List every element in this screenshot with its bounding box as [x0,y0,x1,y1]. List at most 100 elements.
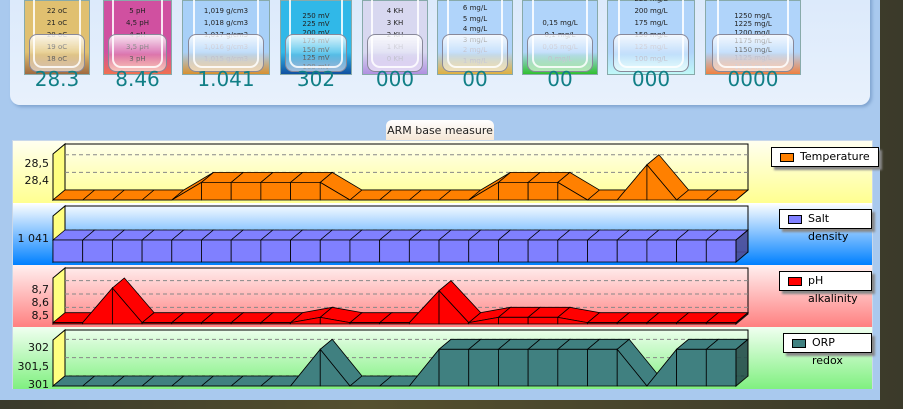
gauge-value-kh: 000 [375,67,415,91]
plot-back-wall [64,267,749,315]
chart-panel: 28,5 28,4 Temperature 1 041 Salt density 8,7 8… [12,140,879,391]
legend-swatch [780,153,794,162]
area-front-segment [408,289,440,325]
area-end-cap [735,338,749,388]
area-front-segment [646,163,678,201]
gauge-value-mg3: 000 [631,67,671,91]
legend-item: ORP redox [783,333,872,367]
legend-label: pH alkalinity [808,274,858,305]
area-front-segment [527,316,559,325]
y-tick-label: 28,4 [24,174,50,188]
gauge-level-glass [711,34,795,72]
area-front-segment [705,239,737,263]
area-front-segment [587,239,618,263]
gauge-scale-label: 3 KH [386,19,404,27]
legend-label: ORP redox [812,336,843,367]
gauge-scale-label: 21 oC [46,19,68,27]
gauge-level-glass [28,34,86,72]
area-front-segment [201,239,232,263]
area-front-segment [676,322,707,325]
gauge-scale-label: 5 mg/L [462,14,488,23]
area-front-segment [705,348,737,387]
area-front-segment [498,239,529,263]
area-front-segment [408,348,440,387]
area-front-segment [319,239,351,263]
legend-swatch [788,215,802,224]
gauge-scale-label: 4,5 pH [125,19,150,27]
area-front-segment [557,181,589,201]
area-front-segment [498,348,529,387]
area-front-segment [498,182,529,201]
area-end-cap [735,228,749,264]
area-front-segment [141,322,173,325]
gauge-value-salt: 1.041 [197,67,255,91]
area-front-segment [289,348,321,387]
area-front-segment [616,348,648,387]
y-tick-label: 28,5 [24,156,50,170]
area-front-segment [468,348,499,387]
gauge-level-glass [188,34,264,72]
gauge-scale-label: 175 mg/L [634,19,668,27]
area-front-segment [705,322,737,325]
gauge-scale-label: 6 mg/L [462,4,488,12]
gauge-scale-label: 225 mV [302,20,330,28]
gauge-value-mg4: 0000 [727,67,779,91]
area-front-segment [290,182,321,201]
gauge-level-glass [366,34,424,72]
gauge-kh: 4 KH3 KH2 KH1 KH0 KH [362,0,428,75]
gauge-scale-label: 225 mg/L [608,0,694,3]
chart-temperature: 28,5 28,4 Temperature [13,141,879,203]
gauge-scale-label: 22 oC [46,7,68,15]
area-front-segment [557,239,588,263]
gauge-scale-label: 1200 mg/L [734,28,772,37]
gauge-scale-label: 200 mV [302,28,330,37]
y-tick-label: 8,7 [31,282,50,296]
area-front-segment [438,239,470,263]
gauge-scale-label: 0,15 mg/L [542,19,578,27]
y-tick-label: 301 [28,378,49,391]
gauge-level-glass [613,34,689,72]
legend-item: Temperature [771,147,879,167]
area-front-segment [82,286,113,325]
tab-arm-base-measure[interactable]: ARM base measure [386,120,494,140]
area-front-segment [379,322,410,325]
area-front-segment [616,322,648,325]
gauge-level-glass [285,34,347,72]
area-front-segment [319,181,352,201]
y-tick-label: 8,6 [31,296,50,309]
y-tick-label: 301,5 [17,359,50,373]
area-front-segment [111,239,143,263]
area-front-segment [676,348,707,387]
gauge-mg2: 0,15 mg/L0,1 mg/L0,05 mg/L0 mg/L [522,0,598,75]
area-front-segment [290,239,321,263]
legend-label: Salt density [808,212,849,243]
gauge-scale-label: 1,018 g/cm3 [203,19,249,27]
area-front-segment [349,322,381,325]
gauge-level-glass [442,34,508,72]
y-tick-label: 302 [28,341,49,355]
area-front-segment [379,239,410,263]
gauge-scale-label: 1,019 g/cm3 [203,7,249,15]
area-front-segment [52,239,84,263]
area-front-segment [646,322,678,325]
area-front-segment [141,239,173,263]
area-front-segment [676,239,707,263]
gauge-scale-label: 1225 mg/L [734,20,772,28]
legend-item: Salt density [779,209,872,243]
area-front-segment [438,348,470,387]
area-front-segment [616,163,648,201]
chart-salt-density: 1 041 Salt density [13,203,872,265]
area-front-segment [230,322,262,325]
area-front-segment [527,239,559,263]
area-front-segment [557,348,588,387]
area-front-segment [171,322,202,325]
area-front-segment [468,239,499,263]
area-front-segment [260,239,291,263]
chart-ph-alkalinity: 8,7 8,6 8,5 pH alkalinity [13,265,872,327]
chart-orp-redox: 302 301,5 301 ORP redox [13,327,872,391]
gauge-ph: 5 pH4,5 pH4 pH3,5 pH3 pH [103,0,172,75]
